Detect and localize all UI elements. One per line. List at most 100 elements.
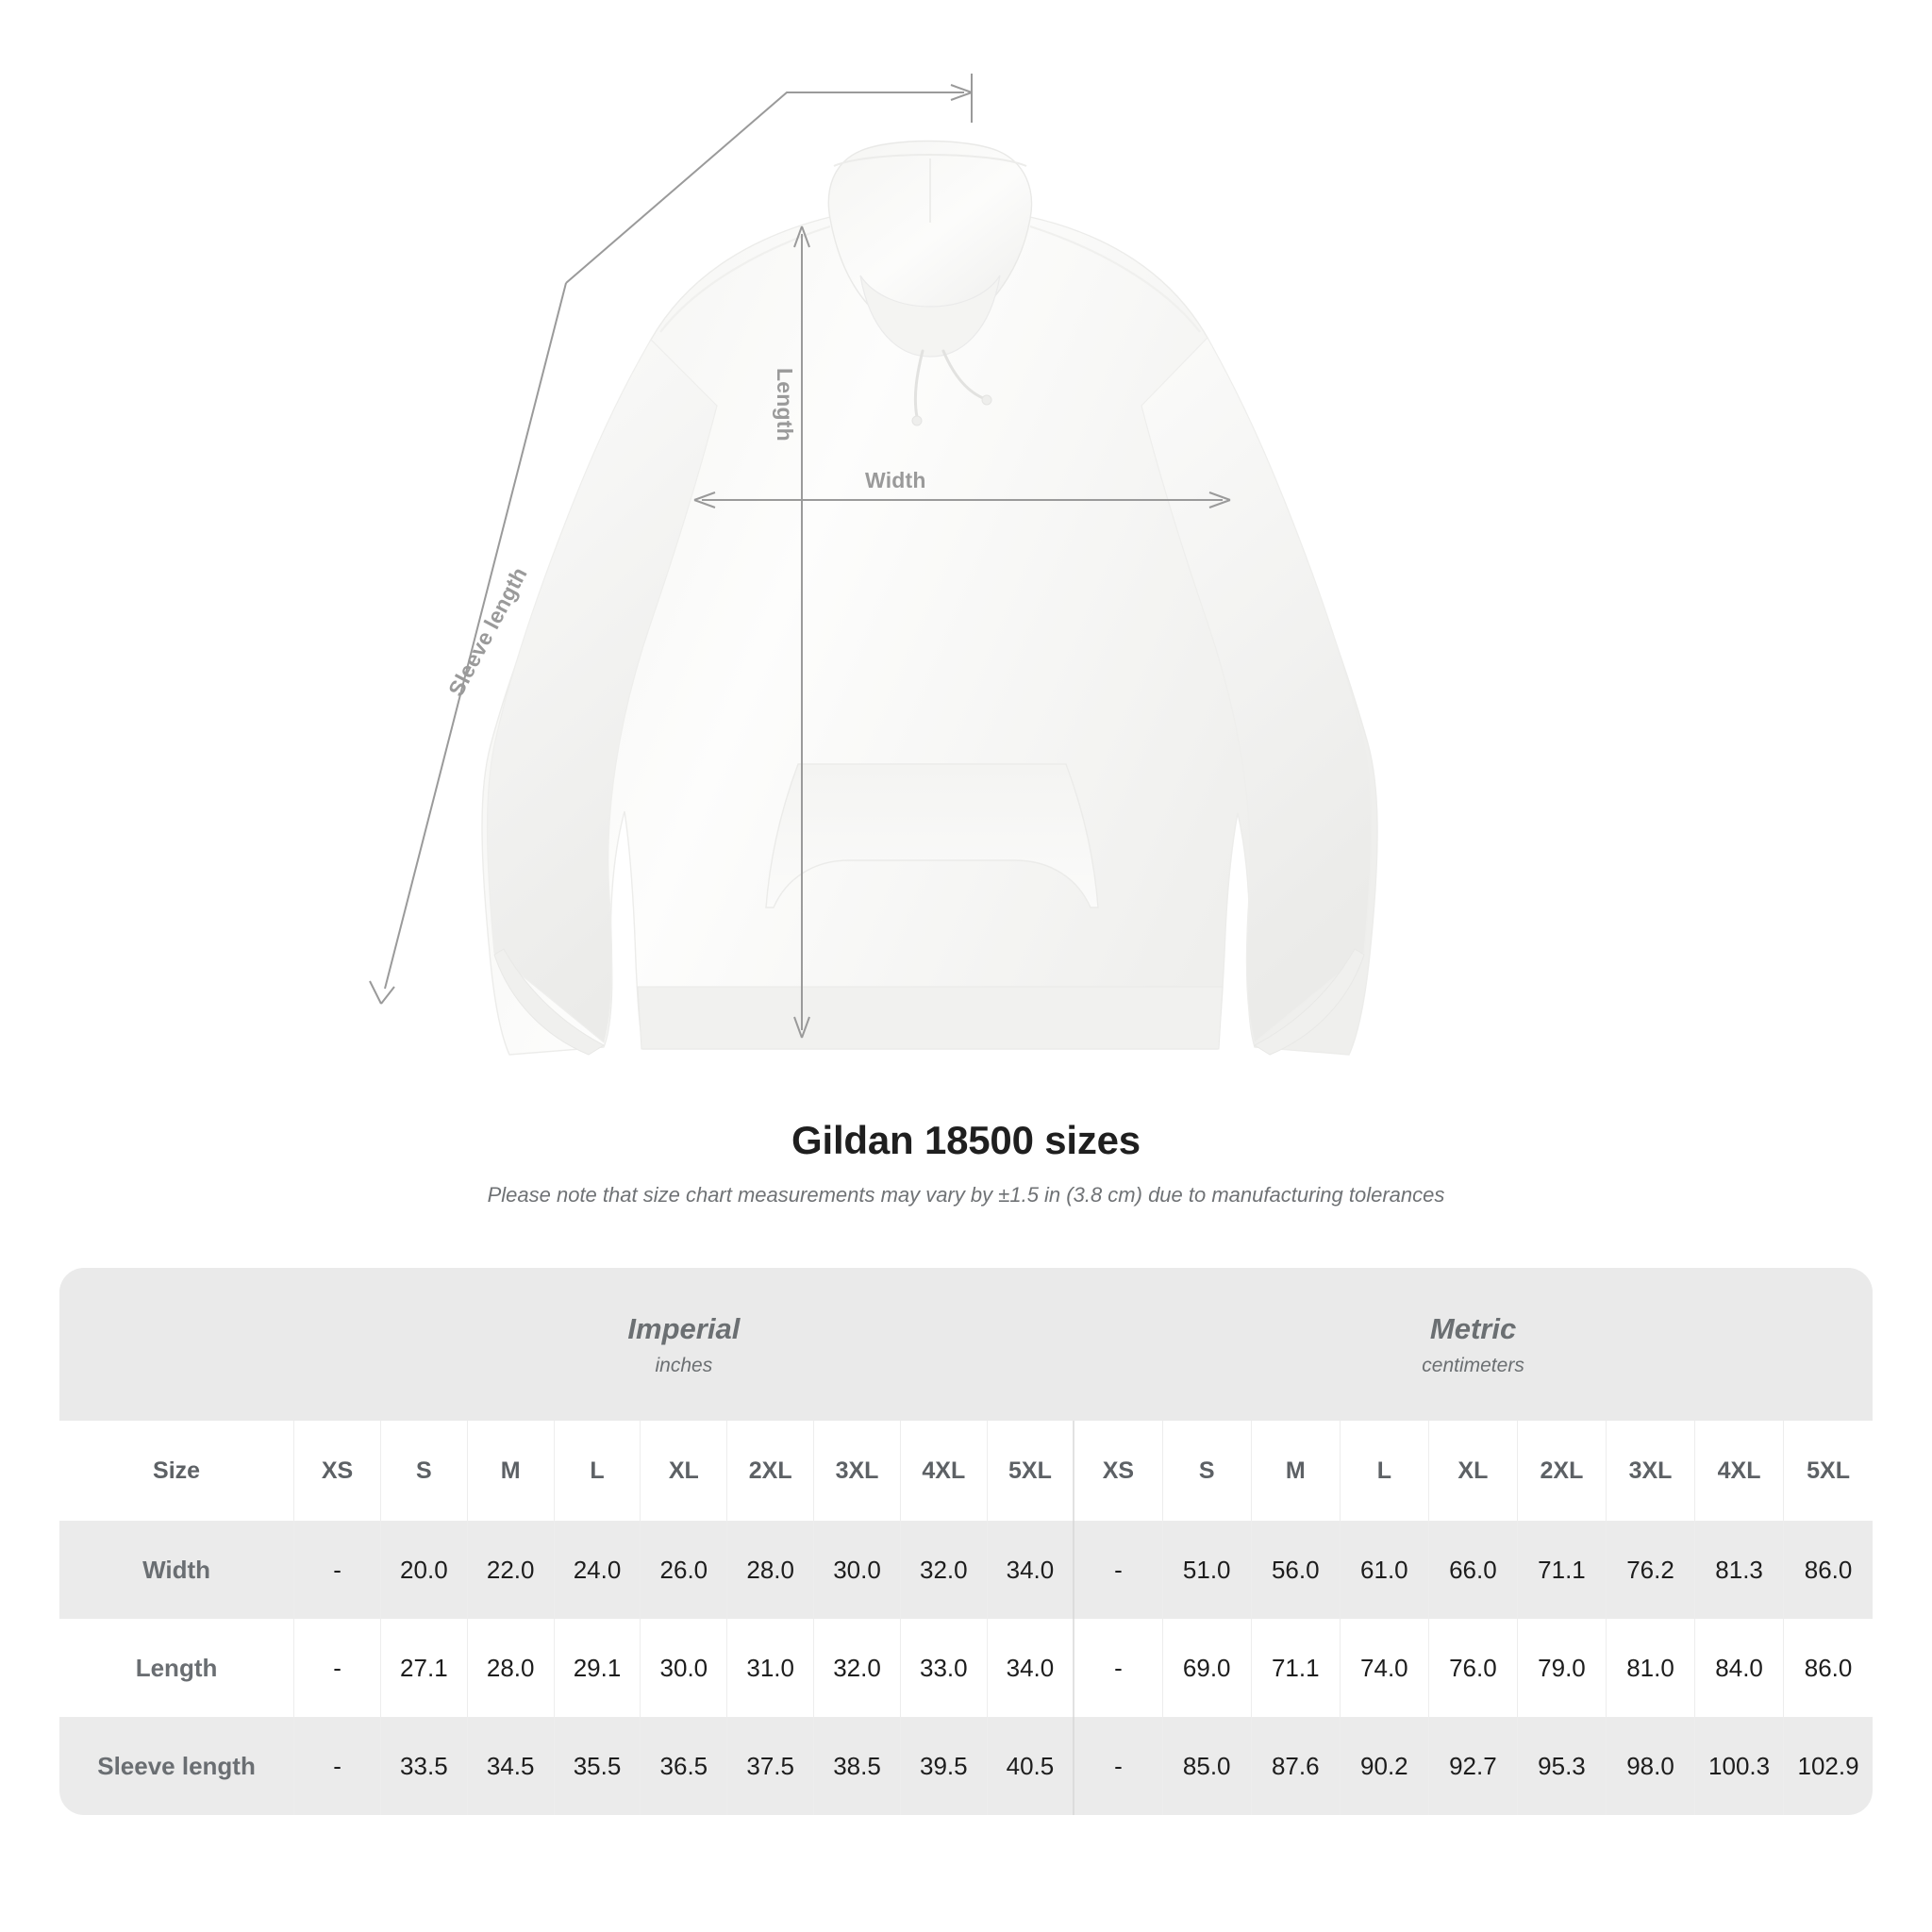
cell-sleeve-imperial-3xl: 38.5 [813, 1717, 901, 1815]
cell-length-imperial-3xl: 32.0 [813, 1619, 901, 1717]
cell-length-imperial-s: 27.1 [379, 1619, 468, 1717]
size-header-metric-3xl: 3XL [1605, 1421, 1695, 1521]
row-label-width: Width [59, 1521, 294, 1619]
page-title: Gildan 18500 sizes [791, 1118, 1141, 1162]
cell-width-metric-l: 61.0 [1339, 1521, 1429, 1619]
cell-length-metric-5xl: 86.0 [1783, 1619, 1873, 1717]
cell-sleeve-metric-5xl: 102.9 [1783, 1717, 1873, 1815]
cell-length-metric-l: 74.0 [1339, 1619, 1429, 1717]
cell-sleeve-metric-xl: 92.7 [1427, 1717, 1518, 1815]
size-header-metric-m: M [1250, 1421, 1341, 1521]
cell-width-imperial-m: 22.0 [466, 1521, 555, 1619]
measurement-lines [369, 74, 1231, 1039]
unit-header-imperial: Imperial inches [293, 1268, 1074, 1421]
size-header-imperial-4xl: 4XL [899, 1421, 988, 1521]
table-row-length: Length - 27.1 28.0 29.1 30.0 31.0 32.0 3… [59, 1619, 1873, 1717]
size-header-metric-5xl: 5XL [1783, 1421, 1873, 1521]
cell-length-metric-2xl: 79.0 [1516, 1619, 1607, 1717]
cell-length-imperial-4xl: 33.0 [899, 1619, 988, 1717]
cell-sleeve-imperial-m: 34.5 [466, 1717, 555, 1815]
cell-sleeve-metric-3xl: 98.0 [1605, 1717, 1695, 1815]
size-header-metric-xl: XL [1427, 1421, 1518, 1521]
size-label-cell: Size [59, 1421, 294, 1521]
garment-diagram: Length Width Sleeve length [369, 74, 1378, 1056]
unit-header-spacer [59, 1268, 294, 1421]
cell-width-imperial-5xl: 34.0 [986, 1521, 1074, 1619]
cell-width-imperial-4xl: 32.0 [899, 1521, 988, 1619]
cell-width-metric-2xl: 71.1 [1516, 1521, 1607, 1619]
cell-width-imperial-xl: 26.0 [640, 1521, 727, 1619]
size-header-metric-4xl: 4XL [1694, 1421, 1784, 1521]
size-table: Imperial inches Metric centimeters Size … [59, 1268, 1873, 1815]
cell-sleeve-imperial-l: 35.5 [553, 1717, 641, 1815]
cell-sleeve-metric-xs: - [1073, 1717, 1163, 1815]
size-header-row: Size XS S M L XL 2XL 3XL 4XL 5XL XS S M … [59, 1421, 1873, 1521]
cell-sleeve-imperial-s: 33.5 [379, 1717, 468, 1815]
cell-sleeve-imperial-5xl: 40.5 [986, 1717, 1074, 1815]
sleeve-line [384, 282, 567, 990]
cell-sleeve-imperial-xl: 36.5 [640, 1717, 727, 1815]
size-header-metric-l: L [1339, 1421, 1429, 1521]
table-row-sleeve-length: Sleeve length - 33.5 34.5 35.5 36.5 37.5… [59, 1717, 1873, 1815]
cell-width-imperial-s: 20.0 [379, 1521, 468, 1619]
size-header-imperial-l: L [553, 1421, 641, 1521]
metric-title: Metric [1429, 1312, 1517, 1346]
size-header-imperial-m: M [466, 1421, 555, 1521]
cell-sleeve-metric-2xl: 95.3 [1516, 1717, 1607, 1815]
cell-length-imperial-2xl: 31.0 [726, 1619, 814, 1717]
size-table-wrapper: Imperial inches Metric centimeters Size … [59, 1268, 1873, 1815]
cell-length-metric-xl: 76.0 [1427, 1619, 1518, 1717]
cell-sleeve-imperial-2xl: 37.5 [726, 1717, 814, 1815]
cell-sleeve-metric-m: 87.6 [1250, 1717, 1341, 1815]
size-header-imperial-3xl: 3XL [813, 1421, 901, 1521]
metric-subtitle: centimeters [1422, 1354, 1524, 1376]
size-header-imperial-s: S [379, 1421, 468, 1521]
size-header-metric-2xl: 2XL [1516, 1421, 1607, 1521]
imperial-subtitle: inches [655, 1354, 713, 1376]
cell-width-imperial-2xl: 28.0 [726, 1521, 814, 1619]
table-row-width: Width - 20.0 22.0 24.0 26.0 28.0 30.0 32… [59, 1521, 1873, 1619]
size-header-imperial-xs: XS [293, 1421, 381, 1521]
size-header-imperial-2xl: 2XL [726, 1421, 814, 1521]
unit-header-row: Imperial inches Metric centimeters [59, 1268, 1873, 1421]
cell-width-metric-4xl: 81.3 [1694, 1521, 1784, 1619]
cell-length-metric-s: 69.0 [1161, 1619, 1252, 1717]
cell-length-metric-xs: - [1073, 1619, 1163, 1717]
unit-header-metric: Metric centimeters [1074, 1268, 1873, 1421]
imperial-title: Imperial [627, 1312, 741, 1346]
cell-length-imperial-m: 28.0 [466, 1619, 555, 1717]
hoodie-shape [481, 140, 1378, 1056]
cell-sleeve-metric-4xl: 100.3 [1694, 1717, 1784, 1815]
length-dimension-label: Length [773, 368, 797, 441]
tolerance-note: Please note that size chart measurements… [487, 1183, 1445, 1208]
cell-width-metric-s: 51.0 [1161, 1521, 1252, 1619]
cell-width-metric-5xl: 86.0 [1783, 1521, 1873, 1619]
hoodie-illustration [369, 74, 1378, 1056]
cell-width-imperial-3xl: 30.0 [813, 1521, 901, 1619]
cell-width-metric-xl: 66.0 [1427, 1521, 1518, 1619]
cell-length-imperial-xs: - [293, 1619, 381, 1717]
size-header-metric-xs: XS [1073, 1421, 1163, 1521]
row-label-sleeve-length: Sleeve length [59, 1717, 294, 1815]
size-header-imperial-5xl: 5XL [986, 1421, 1074, 1521]
cell-sleeve-imperial-4xl: 39.5 [899, 1717, 988, 1815]
row-label-length: Length [59, 1619, 294, 1717]
title-block: Gildan 18500 sizes Please note that size… [0, 1118, 1932, 1208]
cell-width-imperial-l: 24.0 [553, 1521, 641, 1619]
cell-width-metric-m: 56.0 [1250, 1521, 1341, 1619]
width-dimension-label: Width [865, 468, 926, 492]
sleeve-leader [565, 92, 964, 284]
cell-width-imperial-xs: - [293, 1521, 381, 1619]
cell-sleeve-imperial-xs: - [293, 1717, 381, 1815]
cell-sleeve-metric-s: 85.0 [1161, 1717, 1252, 1815]
size-header-imperial-xl: XL [640, 1421, 727, 1521]
cell-sleeve-metric-l: 90.2 [1339, 1717, 1429, 1815]
cell-width-metric-3xl: 76.2 [1605, 1521, 1695, 1619]
cell-length-imperial-l: 29.1 [553, 1619, 641, 1717]
cell-length-imperial-5xl: 34.0 [986, 1619, 1074, 1717]
cell-length-imperial-xl: 30.0 [640, 1619, 727, 1717]
cell-width-metric-xs: - [1073, 1521, 1163, 1619]
cell-length-metric-4xl: 84.0 [1694, 1619, 1784, 1717]
cell-length-metric-m: 71.1 [1250, 1619, 1341, 1717]
